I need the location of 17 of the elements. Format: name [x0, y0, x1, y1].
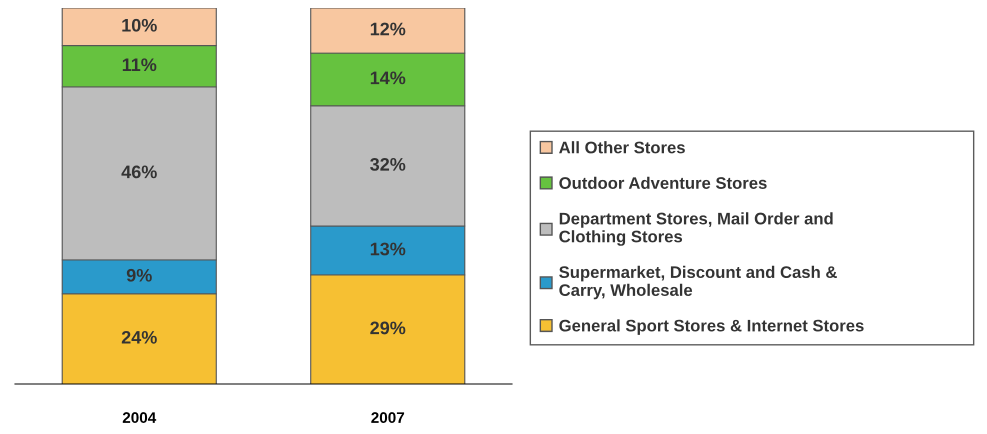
x-tick-label: 2004 [122, 412, 156, 423]
legend-label: Supermarket, Discount and Cash & Carry, Wholesale [559, 266, 837, 300]
legend-label: Outdoor Adventure Stores [559, 176, 767, 189]
data-label: 10% [122, 18, 157, 32]
x-tick-label: 2007 [371, 412, 404, 423]
data-label: 13% [370, 242, 406, 256]
legend-label: Department Stores, Mail Order and Clothing Stores [559, 212, 833, 246]
data-label: 11% [122, 58, 156, 72]
data-label: 32% [370, 158, 406, 171]
legend-label: All Other Stores [559, 141, 685, 154]
data-label: 29% [370, 322, 406, 334]
data-label: 14% [370, 72, 406, 84]
data-label: 12% [370, 22, 406, 36]
data-label: 24% [122, 330, 157, 344]
data-label: 9% [126, 268, 152, 282]
legend-label: General Sport Stores & Internet Stores [559, 319, 864, 335]
data-label: 46% [121, 166, 157, 178]
